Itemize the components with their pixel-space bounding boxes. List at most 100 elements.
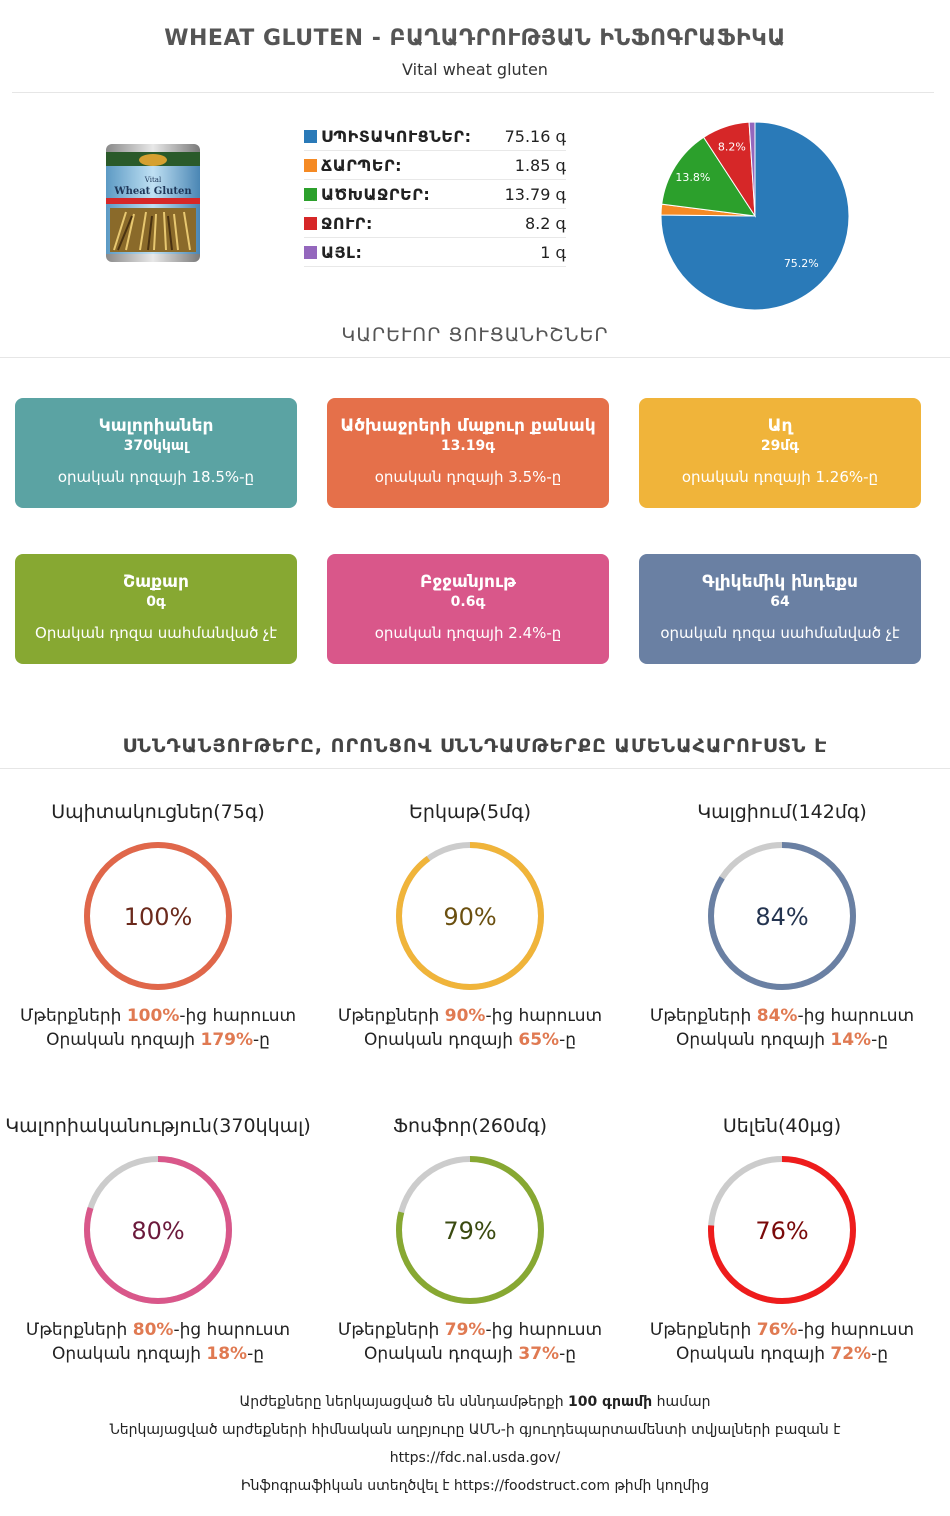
ring-percent-label: 76% <box>755 1217 808 1245</box>
daily-suffix: -ը <box>559 1344 577 1364</box>
can-label-line-2: Wheat Gluten <box>113 186 192 197</box>
nutrient-rich-line: Մթերքների 76%-ից հարուստ <box>624 1320 940 1340</box>
nutrient-ring: 76% <box>708 1156 856 1304</box>
daily-prefix: Օրական դոզայի <box>675 1344 831 1364</box>
daily-suffix: -ը <box>253 1030 270 1050</box>
footer-basis-pre: Արժեքները ներկայացված են սննդամթերքի <box>239 1394 569 1410</box>
legend-swatch <box>304 216 317 230</box>
indicator-daily-note: օրական դոզայի 1.26%-ը <box>681 468 879 486</box>
nutrient-title: Սելեն(40µg) <box>722 1115 842 1137</box>
indicator-value: 0գ <box>146 594 166 610</box>
daily-prefix: Օրական դոզայի <box>51 1344 207 1364</box>
ring-percent-label: 80% <box>131 1217 184 1245</box>
legend-label: ԱՅԼ: <box>321 242 363 262</box>
ring-percent-label: 90% <box>443 903 496 931</box>
nutrient-rich-line: Մթերքների 84%-ից հարուստ <box>624 1006 940 1026</box>
daily-percent: 179% <box>200 1030 254 1050</box>
daily-prefix: Օրական դոզայի <box>675 1030 831 1050</box>
nutrient-ring: 79% <box>396 1156 544 1304</box>
legend-value: 1 գ <box>540 242 566 262</box>
nutrient-rich-line: Մթերքների 80%-ից հարուստ <box>0 1320 316 1340</box>
indicator-card: Աղ 29մգ օրական դոզայի 1.26%-ը <box>639 398 921 508</box>
rich-suffix: -ից հարուստ <box>173 1320 291 1340</box>
daily-prefix: Օրական դոզայի <box>363 1344 519 1364</box>
rich-prefix: Մթերքների <box>337 1006 445 1026</box>
legend-label: ԱԾԽԱՋՐԵՐ: <box>321 184 431 204</box>
nutrient-rich-line: Մթերքների 100%-ից հարուստ <box>0 1006 316 1026</box>
can-label-line-1: Vital <box>144 176 162 184</box>
legend-value: 75.16 գ <box>504 126 566 146</box>
indicator-daily-note: օրական դոզայի 3.5%-ը <box>374 468 562 486</box>
rich-percent: 79% <box>444 1320 486 1340</box>
daily-percent: 65% <box>518 1030 560 1050</box>
rich-suffix: -ից հարուստ <box>485 1006 603 1026</box>
rich-prefix: Մթերքների <box>337 1320 445 1340</box>
indicator-card: Գլիկեմիկ ինդեքս 64 օրական դոզա սահմանված չ… <box>639 554 921 664</box>
pie-slice-label: 8.2% <box>718 140 746 153</box>
footer-source-link[interactable]: https://fdc.nal.usda.gov/ <box>389 1450 561 1466</box>
ring-progress <box>84 842 232 990</box>
divider <box>12 92 934 93</box>
daily-suffix: -ը <box>871 1344 889 1364</box>
legend-label: ՋՈՒՐ: <box>321 213 373 233</box>
nutrient-block: Կալցիում(142մգ) 84% Մթերքների 84%-ից հարու… <box>624 798 940 1050</box>
rich-prefix: Մթերքների <box>19 1006 127 1026</box>
daily-suffix: -ը <box>247 1344 265 1364</box>
indicator-title: Ածխաջրերի մաքուր քանակ <box>340 416 596 436</box>
pie-slice-2 <box>661 136 757 217</box>
daily-suffix: -ը <box>559 1030 577 1050</box>
legend-label: ՍՊԻՏԱԿՈՒՑՆԵՐ: <box>321 126 472 146</box>
daily-prefix: Օրական դոզայի <box>46 1030 201 1050</box>
page-subtitle: Vital wheat gluten <box>402 60 548 79</box>
nutrient-daily-line: Օրական դոզայի 18%-ը <box>0 1344 316 1364</box>
legend-row: ԱԾԽԱՋՐԵՐ: 13.79 գ <box>304 180 566 209</box>
indicator-title: Աղ <box>767 416 793 436</box>
pie-slice-0 <box>660 121 850 311</box>
composition-legend: ՍՊԻՏԱԿՈՒՑՆԵՐ: 75.16 գ ՃԱՐՊԵՐ: 1.85 գ ԱԾԽԱՋՐԵ… <box>304 122 566 267</box>
page-title: WHEAT GLUTEN - ԲԱՂԱԴՐՈՒԹՅԱՆ ԻՆՖՈԳՐԱՖԻԿԱ <box>164 26 786 51</box>
rich-percent: 80% <box>132 1320 174 1340</box>
nutrient-daily-line: Օրական դոզայի 37%-ը <box>312 1344 628 1364</box>
legend-row: ՋՈՒՐ: 8.2 գ <box>304 209 566 238</box>
rich-percent: 100% <box>126 1006 180 1026</box>
rich-percent: 84% <box>756 1006 798 1026</box>
nutrient-rich-line: Մթերքների 90%-ից հարուստ <box>312 1006 628 1026</box>
indicator-value: 370կկալ <box>123 438 189 454</box>
indicator-value: 64 <box>770 594 790 610</box>
nutrient-ring: 100% <box>84 842 232 990</box>
legend-value: 8.2 գ <box>524 213 566 233</box>
footer-basis-amount: 100 գրամի <box>568 1394 653 1410</box>
divider <box>0 357 950 358</box>
daily-prefix: Օրական դոզայի <box>363 1030 519 1050</box>
rich-suffix: -ից հարուստ <box>179 1006 297 1026</box>
legend-value: 13.79 գ <box>504 184 566 204</box>
legend-label: ՃԱՐՊԵՐ: <box>321 155 403 175</box>
nutrient-ring: 90% <box>396 842 544 990</box>
legend-row: ՃԱՐՊԵՐ: 1.85 գ <box>304 151 566 180</box>
nutrient-daily-line: Օրական դոզայի 65%-ը <box>312 1030 628 1050</box>
indicator-title: Շաքար <box>123 572 189 592</box>
ring-progress <box>396 842 544 990</box>
legend-swatch <box>304 129 317 143</box>
pie-slice-4 <box>748 121 756 217</box>
indicator-daily-note: օրական դոզա սահմանված չէ <box>660 624 900 642</box>
ring-percent-label: 84% <box>755 903 808 931</box>
nutrient-daily-line: Օրական դոզայի 179%-ը <box>0 1030 316 1050</box>
nutrient-title: Սպիտակուցներ(75գ) <box>51 801 265 823</box>
indicator-value: 0.6գ <box>450 594 486 610</box>
footer-source: Ներկայացված արժեքների հիմնական աղբյուրը … <box>109 1422 841 1438</box>
ring-progress <box>708 842 856 990</box>
indicator-value: 13.19գ <box>440 438 496 454</box>
daily-percent: 72% <box>830 1344 872 1364</box>
rich-prefix: Մթերքների <box>649 1006 757 1026</box>
daily-suffix: -ը <box>871 1030 889 1050</box>
legend-row: ԱՅԼ: 1 գ <box>304 238 566 267</box>
nutrient-block: Սելեն(40µg) 76% Մթերքների 76%-ից հարուստ Օր… <box>624 1112 940 1364</box>
nutrient-block: Երկաթ(5մգ) 90% Մթերքների 90%-ից հարուստ Օրա… <box>312 798 628 1050</box>
rich-suffix: -ից հարուստ <box>797 1320 915 1340</box>
rich-percent: 90% <box>444 1006 486 1026</box>
nutrient-title: Կալորիականություն(370կկալ) <box>5 1115 311 1137</box>
indicator-card: Կալորիաներ 370կկալ օրական դոզայի 18.5%-ը <box>15 398 297 508</box>
footer-basis: Արժեքները ներկայացված են սննդամթերքի 100… <box>0 1394 950 1410</box>
indicator-card: Բջջանյութ 0.6գ օրական դոզայի 2.4%-ը <box>327 554 609 664</box>
